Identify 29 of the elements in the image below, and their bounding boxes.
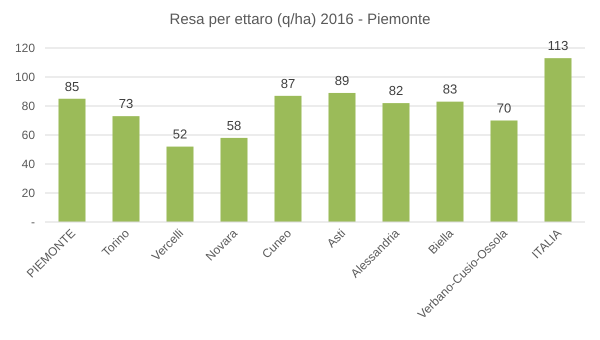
data-label: 83	[442, 82, 458, 97]
data-label: 73	[118, 96, 134, 112]
y-tick-label: -	[31, 215, 35, 229]
bar	[382, 103, 410, 222]
data-label: 113	[548, 38, 568, 54]
data-label: 70	[496, 100, 512, 116]
chart-title: Resa per ettaro (q/ha) 2016 - Piemonte	[170, 11, 430, 28]
y-tick-label: 120	[14, 41, 36, 55]
bar	[328, 92, 356, 222]
bar	[166, 146, 194, 222]
bar	[544, 58, 572, 222]
data-label: 52	[172, 126, 188, 142]
data-label: 58	[226, 118, 242, 133]
y-tick-label: 20	[22, 186, 36, 200]
y-tick-label: 60	[22, 128, 36, 142]
x-tick-label: Asti	[324, 226, 348, 250]
bar	[112, 116, 140, 222]
y-tick-label: 100	[14, 70, 36, 84]
data-label: 85	[64, 78, 80, 94]
data-label: 82	[388, 83, 404, 98]
bar	[274, 96, 302, 222]
bar	[436, 102, 464, 222]
bar	[490, 120, 518, 222]
bar	[220, 138, 248, 222]
data-label: 89	[334, 72, 350, 88]
bar	[58, 98, 86, 222]
y-tick-label: 40	[22, 157, 36, 171]
data-label: 87	[280, 76, 296, 91]
y-tick-label: 80	[22, 99, 36, 113]
